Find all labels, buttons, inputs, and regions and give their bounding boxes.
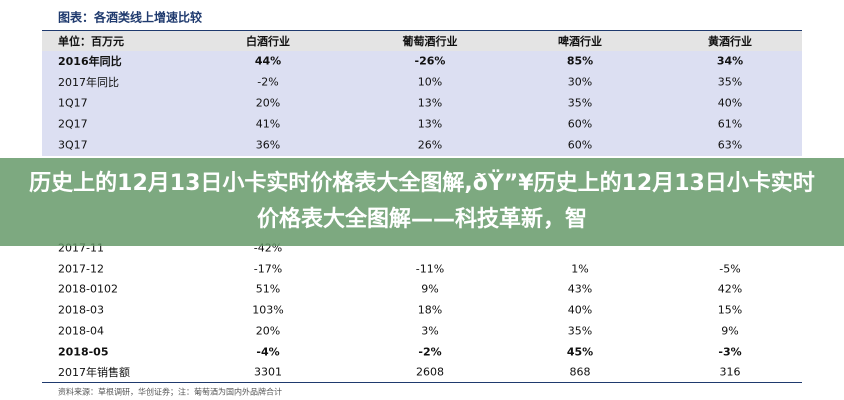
table-title: 图表：各酒类线上增速比较: [58, 10, 203, 25]
cell: 36%: [255, 138, 281, 152]
cell: 45%: [566, 345, 594, 358]
cell: 30%: [567, 75, 593, 89]
cell: 15%: [717, 303, 743, 317]
cell: 51%: [255, 282, 281, 296]
row-bg: [42, 134, 802, 156]
row-bg: [42, 92, 802, 114]
cell: 3301: [254, 365, 282, 379]
row-label: 1Q17: [58, 96, 88, 110]
cell: 26%: [417, 138, 443, 152]
cell: 85%: [566, 54, 594, 68]
row-label: 2018-05: [58, 345, 109, 358]
cell: -5%: [719, 262, 741, 276]
row-bg: [42, 113, 802, 135]
cell: 黄酒行业: [708, 35, 752, 48]
cell: 2608: [416, 365, 444, 379]
cell: -17%: [253, 262, 283, 276]
row-bg: [42, 31, 802, 51]
cell: 44%: [254, 54, 282, 68]
row-bg: [42, 71, 802, 93]
cell: 啤酒行业: [558, 35, 602, 48]
cell: 9%: [421, 282, 439, 296]
cell: 61%: [717, 117, 743, 131]
cell: 42%: [717, 282, 743, 296]
row-label: 2018-03: [58, 303, 104, 317]
cell: -3%: [718, 345, 742, 358]
banner-text: 历史上的12月13日小卡实时价格表大全图解,ðŸ”¥历史上的12月13日小卡实时…: [29, 171, 815, 232]
row-label: 单位：百万元: [58, 35, 124, 48]
cell: 白酒行业: [246, 35, 290, 48]
row-label: 2Q17: [58, 117, 88, 131]
cell: 1%: [571, 262, 589, 276]
rule: [42, 30, 802, 31]
cell: -26%: [414, 54, 446, 68]
cell: 63%: [717, 138, 743, 152]
source: 资料来源：草根调研，华创证券；注：葡萄酒为国内外品牌合计: [58, 387, 282, 397]
cell: 3%: [421, 324, 439, 338]
cell: 13%: [417, 117, 443, 131]
banner: 历史上的12月13日小卡实时价格表大全图解,ðŸ”¥历史上的12月13日小卡实时…: [0, 158, 844, 246]
cell: -2%: [418, 345, 442, 358]
row-label: 2017年同比: [58, 76, 119, 89]
cell: -2%: [257, 75, 279, 89]
row-label: 3Q17: [58, 138, 88, 152]
row-label: 2017-12: [58, 262, 104, 276]
cell: 18%: [417, 303, 443, 317]
cell: 10%: [417, 75, 443, 89]
row-bg: [42, 50, 802, 72]
cell: 35%: [567, 324, 593, 338]
cell: 43%: [567, 282, 593, 296]
cell: 40%: [567, 303, 593, 317]
cell: 13%: [417, 96, 443, 110]
cell: 20%: [255, 324, 281, 338]
cell: 60%: [567, 117, 593, 131]
cell: 9%: [721, 324, 739, 338]
cell: 35%: [567, 96, 593, 110]
cell: 20%: [255, 96, 281, 110]
cell: 60%: [567, 138, 593, 152]
row-label: 2018-0102: [58, 282, 118, 296]
rule: [42, 382, 802, 383]
cell: 103%: [252, 303, 284, 317]
cell: 868: [569, 365, 591, 379]
cell: 葡萄酒行业: [402, 35, 458, 48]
row-label: 2017年销售额: [58, 366, 130, 380]
row-label: 2016年同比: [58, 55, 122, 68]
row-label: 2018-04: [58, 324, 104, 338]
cell: 34%: [716, 54, 744, 68]
cell: 40%: [717, 96, 743, 110]
cell: -11%: [415, 262, 445, 276]
cell: -4%: [256, 345, 280, 358]
cell: 316: [719, 365, 741, 379]
cell: 41%: [255, 117, 281, 131]
cell: 35%: [717, 75, 743, 89]
